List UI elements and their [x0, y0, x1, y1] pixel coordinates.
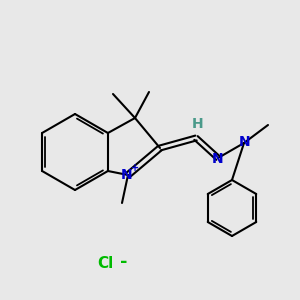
Text: H: H: [192, 117, 204, 131]
Text: -: -: [120, 253, 128, 271]
Text: N: N: [212, 152, 224, 166]
Text: +: +: [131, 163, 139, 173]
Text: N: N: [239, 135, 251, 149]
Text: Cl: Cl: [97, 256, 113, 272]
Text: N: N: [121, 168, 133, 182]
